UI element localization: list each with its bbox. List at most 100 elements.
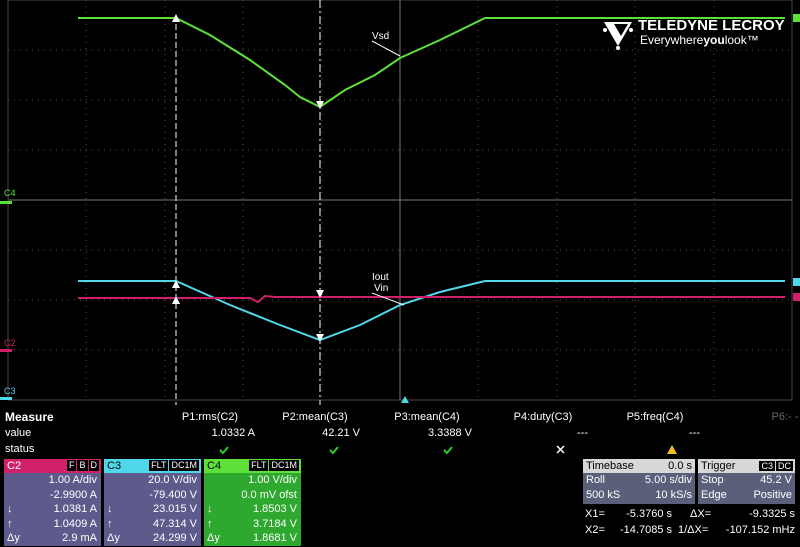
logo: TELEDYNE LECROY Everywhereyoulook™ <box>603 17 785 50</box>
row-symbol: Δy <box>107 532 120 544</box>
center-axes <box>7 0 793 401</box>
row-label: value <box>5 427 32 439</box>
row-value: 1.0409 A <box>53 517 97 530</box>
offset-markers <box>0 14 800 400</box>
channel-row: 0.0 mV ofst <box>204 488 301 503</box>
row-label: status <box>5 443 35 455</box>
rate: 10 kS/s <box>655 489 692 501</box>
tag: you <box>703 33 724 47</box>
state: Stop <box>701 474 724 486</box>
row-value: 20.0 V/div <box>148 474 197 486</box>
trigger-marker <box>401 396 409 403</box>
scale: 5.00 s/div <box>644 474 692 486</box>
row-value: 1.0381 A <box>53 503 97 515</box>
row-symbol: ↓ <box>7 503 13 515</box>
tag: F <box>66 460 77 471</box>
row-symbol: ↓ <box>207 503 213 515</box>
value: -107.152 mHz <box>725 524 795 536</box>
trace-c3 <box>78 280 785 342</box>
channel-row: ↑ 1.0409 A <box>4 517 101 532</box>
tag: DC1M <box>169 460 199 471</box>
trigger-box: Trigger C3 DC Stop 45.2 V Edge Positive <box>698 459 795 504</box>
marker-c3: C3 <box>4 386 16 396</box>
tag: B <box>77 460 88 471</box>
type: Edge <box>701 489 727 501</box>
delay: 0.0 s <box>668 460 692 472</box>
tag: D <box>88 460 99 471</box>
row-value: 1.8503 V <box>252 503 297 515</box>
row-symbol: Δy <box>7 532 20 544</box>
channel-box: C3 FLT DC1M 20.0 V/div -79.400 V ↓ 23.015 V ↑ 47… <box>104 459 201 546</box>
logo-tagline: Everywhereyoulook™ <box>640 33 759 47</box>
channel-row: Δy 1.8681 V <box>204 531 301 546</box>
title: Trigger <box>701 460 736 472</box>
channel-row: ↑ 3.7184 V <box>204 517 301 532</box>
trace-c2 <box>78 294 785 304</box>
row-value: 23.015 V <box>152 503 197 515</box>
channel-header: C2 F B D <box>4 459 101 473</box>
graticule: C4 C2 C3 Vsd Iout Vin TELEDYNE LECROY Ev… <box>0 0 800 405</box>
channel-box: C4 FLT DC1M 1.00 V/div 0.0 mV ofst ↓ 1.8503 V ↑… <box>204 459 301 546</box>
row-value: 1.00 V/div <box>248 474 297 486</box>
label: 1/ΔX= <box>678 524 709 536</box>
param-value: 42.21 V <box>322 427 360 439</box>
tag: FLT <box>249 460 269 471</box>
row-symbol: Δy <box>207 532 220 544</box>
samples: 500 kS <box>586 489 621 501</box>
channel-row: -2.9900 A <box>4 488 101 503</box>
channel-row: 20.0 V/div <box>104 473 201 488</box>
param-value: --- <box>577 427 588 439</box>
label: X1= <box>585 508 605 520</box>
row-value: 24.299 V <box>152 532 197 544</box>
row-value: 2.9 mA <box>62 532 97 544</box>
param-name: P1:rms(C2) <box>181 411 239 423</box>
timebase-box: Timebase 0.0 s Roll 5.00 s/div 500 kS 10 kS… <box>583 459 695 504</box>
param-name: P2:mean(C3) <box>282 411 348 423</box>
param-value: 1.0332 A <box>211 427 255 439</box>
mode: Roll <box>586 474 605 486</box>
channel-box: C2 F B D 1.00 A/div -2.9900 A ↓ 1.0381 A ↑ 1.0409… <box>4 459 101 546</box>
row-value: 47.314 V <box>152 517 197 530</box>
title: Timebase <box>586 460 634 472</box>
row-value: 1.8681 V <box>252 532 297 544</box>
param-name: P3:mean(C4) <box>394 411 460 423</box>
param-value: --- <box>689 427 700 439</box>
label-leader <box>371 292 405 306</box>
row-symbol: ↑ <box>207 517 213 530</box>
channel-row: ↓ 23.015 V <box>104 502 201 517</box>
channel-row: 1.00 V/div <box>204 473 301 488</box>
coupling: DC <box>776 461 793 471</box>
value: -14.7085 s <box>620 524 672 536</box>
channel-row: -79.400 V <box>104 488 201 503</box>
label-leader <box>371 40 401 57</box>
marker-c2: C2 <box>4 338 16 348</box>
channel-row: ↑ 47.314 V <box>104 517 201 532</box>
label: X2= <box>585 524 605 536</box>
row-value: 1.00 A/div <box>48 474 97 486</box>
param-name: P4:duty(C3) <box>513 411 573 423</box>
label-vin: Vin <box>374 283 388 294</box>
cursor-arrows <box>172 14 324 342</box>
row-value: -79.400 V <box>149 488 197 501</box>
measure-title: Measure <box>5 410 54 424</box>
row-symbol: ↓ <box>107 503 113 515</box>
channel-row: 1.00 A/div <box>4 473 101 488</box>
value: -9.3325 s <box>749 508 795 520</box>
row-value: -2.9900 A <box>49 488 97 501</box>
value: -5.3760 s <box>626 508 672 520</box>
channel-row: Δy 2.9 mA <box>4 531 101 546</box>
tag: FLT <box>149 460 169 471</box>
tag: look™ <box>725 33 759 47</box>
param-value: 3.3388 V <box>427 427 472 439</box>
channel-name: C2 <box>7 460 22 472</box>
label-iout: Iout <box>372 272 389 283</box>
param-name: P6:- - <box>771 411 799 423</box>
channel-row: ↓ 1.0381 A <box>4 502 101 517</box>
row-symbol: ↑ <box>7 517 13 530</box>
tag: DC1M <box>269 460 299 471</box>
row-value: 0.0 mV ofst <box>241 488 297 501</box>
tags: FLT DC1M <box>249 460 299 471</box>
logo-brand: TELEDYNE LECROY <box>638 17 785 34</box>
row-symbol: ↑ <box>107 517 113 530</box>
